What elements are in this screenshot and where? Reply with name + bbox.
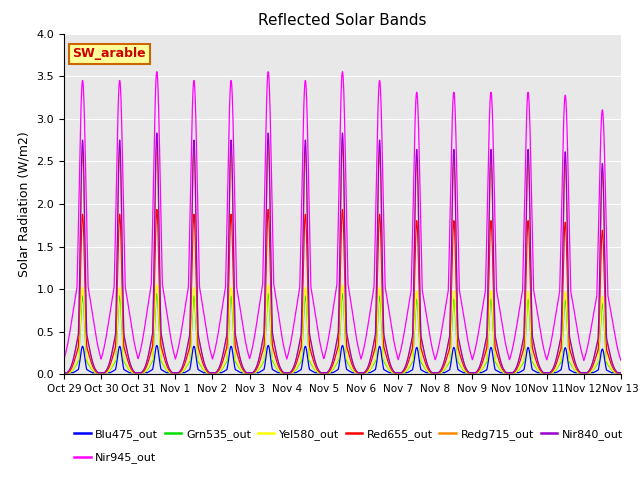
Yel580_out [322, 370, 330, 375]
Nir945_out [617, 357, 625, 363]
Nir840_out [467, 370, 475, 375]
Redg715_out [60, 370, 68, 375]
Nir840_out [60, 370, 68, 375]
Red655_out [436, 369, 444, 374]
Title: Reflected Solar Bands: Reflected Solar Bands [258, 13, 427, 28]
Redg715_out [617, 370, 625, 375]
Line: Grn535_out: Grn535_out [64, 294, 621, 372]
Blu475_out [499, 370, 507, 375]
Blu475_out [617, 370, 625, 375]
Yel580_out [153, 282, 161, 288]
Red655_out [161, 355, 168, 360]
Nir945_out [467, 353, 475, 359]
Nir840_out [161, 347, 168, 353]
Nir945_out [60, 356, 68, 362]
Line: Yel580_out: Yel580_out [64, 285, 621, 372]
Redg715_out [161, 348, 168, 354]
Redg715_out [499, 365, 507, 371]
Grn535_out [60, 370, 68, 375]
Red655_out [617, 370, 625, 375]
Blu475_out [467, 370, 475, 375]
Grn535_out [616, 370, 624, 375]
Blu475_out [616, 370, 624, 375]
Yel580_out [616, 370, 624, 375]
Red655_out [616, 370, 624, 375]
Line: Redg715_out: Redg715_out [64, 144, 621, 372]
Red655_out [60, 370, 68, 375]
Yel580_out [161, 362, 168, 368]
Redg715_out [467, 370, 475, 375]
Nir840_out [616, 370, 624, 375]
Grn535_out [436, 370, 444, 375]
Nir945_out [580, 358, 588, 363]
Yel580_out [60, 370, 68, 375]
Nir840_out [499, 365, 507, 371]
Grn535_out [153, 291, 161, 297]
Blu475_out [153, 343, 161, 348]
Nir840_out [322, 370, 330, 375]
Nir840_out [153, 130, 161, 136]
Red655_out [153, 206, 161, 212]
Nir945_out [322, 349, 330, 355]
Text: SW_arable: SW_arable [72, 48, 146, 60]
Nir945_out [436, 335, 444, 340]
Line: Nir945_out: Nir945_out [64, 72, 621, 360]
Grn535_out [322, 370, 330, 375]
Nir945_out [499, 326, 507, 332]
Grn535_out [467, 370, 475, 375]
Red655_out [467, 370, 475, 375]
Redg715_out [436, 368, 444, 373]
Blu475_out [161, 369, 168, 374]
Yel580_out [467, 370, 475, 375]
Nir840_out [617, 370, 625, 375]
Y-axis label: Solar Radiation (W/m2): Solar Radiation (W/m2) [18, 131, 31, 277]
Legend: Nir945_out: Nir945_out [70, 448, 161, 468]
Line: Red655_out: Red655_out [64, 209, 621, 372]
Nir945_out [161, 292, 168, 298]
Grn535_out [617, 370, 625, 375]
Yel580_out [436, 370, 444, 375]
Nir945_out [616, 356, 624, 361]
Blu475_out [436, 370, 444, 375]
Yel580_out [499, 369, 507, 375]
Redg715_out [322, 370, 330, 375]
Red655_out [322, 370, 330, 375]
Nir840_out [436, 368, 444, 373]
Redg715_out [616, 370, 624, 375]
Line: Nir840_out: Nir840_out [64, 133, 621, 372]
Red655_out [499, 367, 507, 372]
Nir945_out [153, 69, 161, 74]
Grn535_out [161, 363, 168, 369]
Yel580_out [617, 370, 625, 375]
Redg715_out [153, 142, 161, 147]
Line: Blu475_out: Blu475_out [64, 346, 621, 372]
Blu475_out [60, 370, 68, 375]
Grn535_out [499, 369, 507, 375]
Blu475_out [322, 370, 330, 375]
